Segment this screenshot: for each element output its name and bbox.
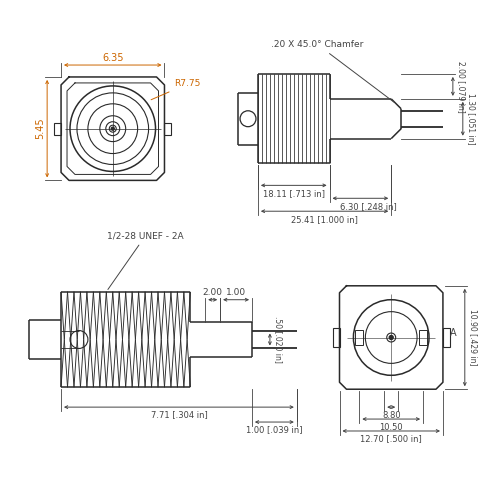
Text: .20 X 45.0° Chamfer: .20 X 45.0° Chamfer	[272, 40, 394, 102]
Text: 8.80: 8.80	[382, 410, 400, 420]
Text: R7.75: R7.75	[151, 80, 201, 100]
Bar	[356, 330, 364, 345]
Bar	[419, 330, 427, 345]
Circle shape	[389, 336, 393, 340]
Text: 6.35: 6.35	[102, 53, 124, 63]
Text: A: A	[450, 328, 456, 338]
Bar	[54, 122, 61, 134]
Text: 10.50: 10.50	[380, 422, 403, 432]
Bar	[443, 328, 450, 347]
Text: 18.11 [.713 in]: 18.11 [.713 in]	[263, 189, 325, 198]
Text: 2.00 [.079 in]: 2.00 [.079 in]	[457, 60, 466, 112]
Text: 25.41 [1.000 in]: 25.41 [1.000 in]	[291, 214, 358, 224]
Text: 1.00 [.039 in]: 1.00 [.039 in]	[246, 426, 302, 434]
Bar	[332, 328, 340, 347]
Circle shape	[112, 127, 114, 130]
Text: 6.30 [.248 in]: 6.30 [.248 in]	[340, 202, 396, 210]
Text: 12.70 [.500 in]: 12.70 [.500 in]	[360, 434, 422, 444]
Text: 7.71 [.304 in]: 7.71 [.304 in]	[150, 410, 208, 420]
Text: 5.45: 5.45	[35, 118, 45, 140]
Text: 1/2-28 UNEF - 2A: 1/2-28 UNEF - 2A	[108, 231, 184, 290]
Text: 10.90 [.429 in]: 10.90 [.429 in]	[469, 310, 478, 366]
Text: .50 [.020 in]: .50 [.020 in]	[274, 316, 283, 363]
Bar	[164, 122, 172, 134]
Text: 2.00: 2.00	[202, 288, 222, 298]
Text: 1.00: 1.00	[226, 288, 246, 298]
Text: 1.30 [.051 in]: 1.30 [.051 in]	[467, 93, 476, 144]
